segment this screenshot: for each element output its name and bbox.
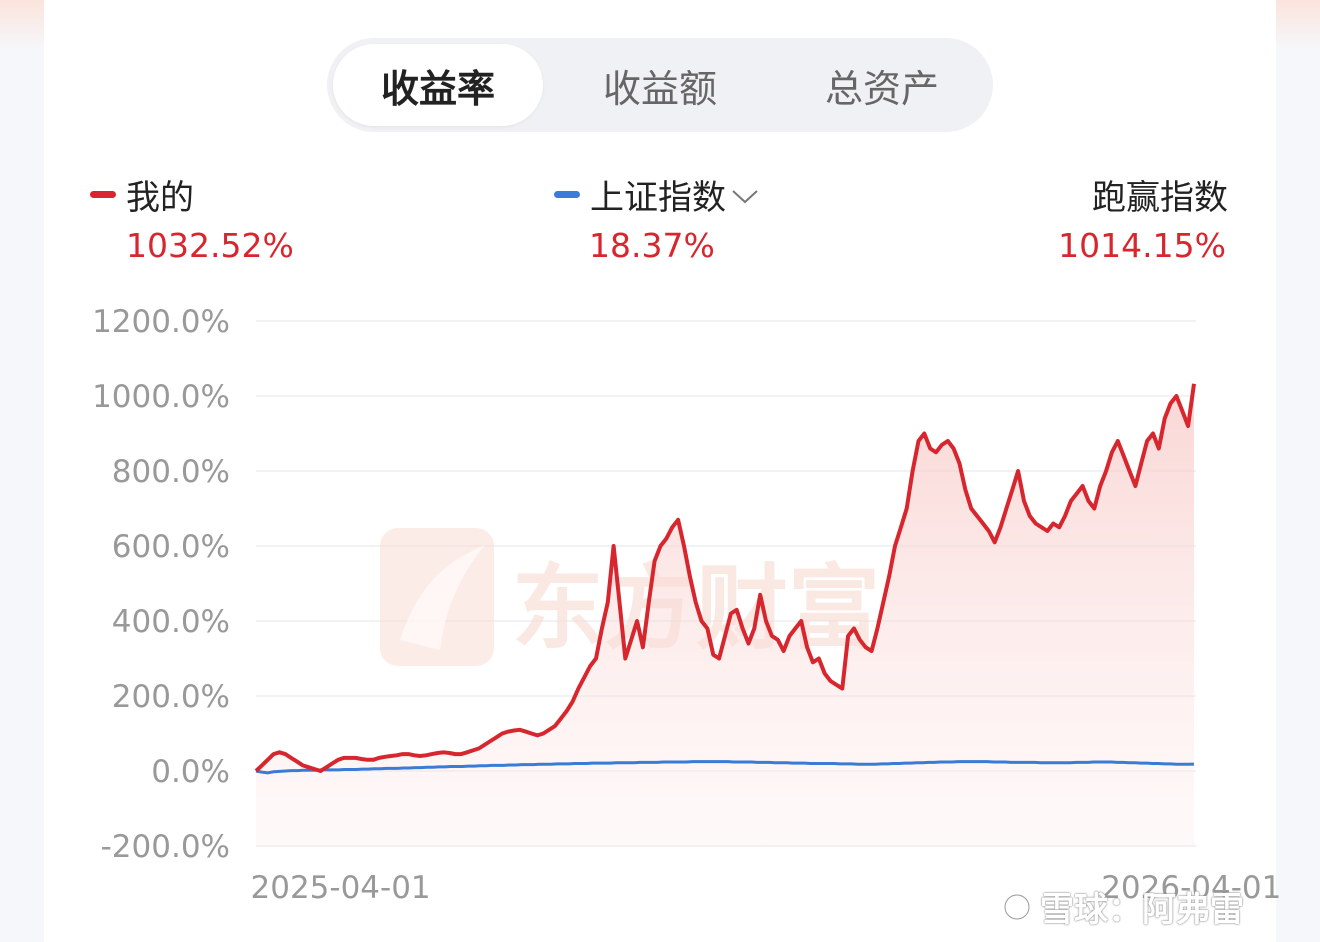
y-axis-ticks: 1200.0% 1000.0% 800.0% 600.0% 400.0% 200.0% 0.… xyxy=(92,304,230,865)
x-tick-label: 2026-04-01 xyxy=(1101,870,1281,906)
red-line-swatch-icon xyxy=(90,191,116,198)
series-line-mine xyxy=(254,383,1196,773)
left-background-strip xyxy=(0,0,44,942)
blue-line-swatch-icon xyxy=(554,191,580,198)
y-tick-label: 600.0% xyxy=(112,529,230,565)
chevron-down-icon[interactable] xyxy=(730,175,760,215)
watermark-logo-mark-icon xyxy=(400,545,485,650)
y-tick-label: 1200.0% xyxy=(92,304,230,340)
legend-mine-label: 我的 xyxy=(126,178,194,218)
snowball-logo-icon xyxy=(1003,893,1031,920)
source-credit: 雪球：阿弗雷 xyxy=(1000,882,1244,931)
legend-mine-value: 1032.52% xyxy=(126,226,294,265)
mine-area-fill xyxy=(256,383,1194,846)
y-tick-label: 1000.0% xyxy=(92,379,230,415)
y-tick-label: 0.0% xyxy=(151,754,230,790)
legend-mine: 我的 xyxy=(90,170,194,219)
tab-total-assets[interactable]: 总资产 xyxy=(824,66,939,111)
legend-excess-value: 1014.15% xyxy=(1058,226,1226,265)
tab-return-rate[interactable]: 收益率 xyxy=(333,44,543,126)
x-axis-ticks: 2025-04-01 2026-04-01 xyxy=(251,870,1282,906)
y-tick-label: 800.0% xyxy=(112,454,230,490)
tab-return-amount[interactable]: 收益额 xyxy=(602,66,717,111)
legend-excess-label: 跑赢指数 xyxy=(1092,178,1228,218)
legend-index-value: 18.37% xyxy=(589,226,715,265)
y-tick-label: 200.0% xyxy=(112,679,230,715)
metric-segmented-control: 收益率 收益额 总资产 xyxy=(327,38,993,132)
series-line-index xyxy=(255,760,1195,775)
legend-index-label: 上证指数 xyxy=(590,178,726,218)
x-tick-label: 2025-04-01 xyxy=(251,870,431,906)
right-background-strip xyxy=(1276,0,1320,942)
source-credit-text: 雪球：阿弗雷 xyxy=(1040,890,1244,930)
y-tick-label: -200.0% xyxy=(101,829,230,865)
y-tick-label: 400.0% xyxy=(112,604,230,640)
return-chart: 1200.0% 1000.0% 800.0% 600.0% 400.0% 200.0% 0.… xyxy=(92,304,1282,906)
legend-index-selector[interactable]: 上证指数 xyxy=(554,170,760,219)
